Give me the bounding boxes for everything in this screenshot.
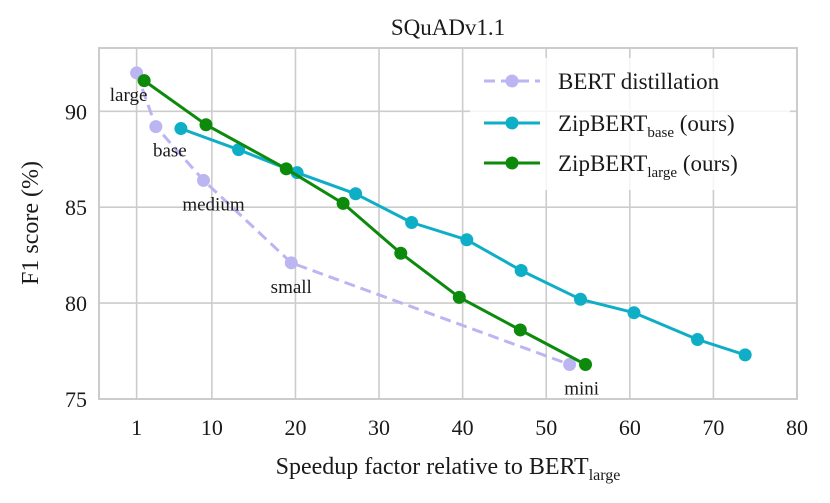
legend-label-zipbert-base-tail: (ours)	[674, 111, 735, 136]
legend: BERT distillation ZipBERTbase (ours) Zip…	[470, 58, 790, 190]
point-label-large: large	[110, 85, 148, 106]
data-point-bert-distillation	[196, 173, 210, 187]
data-point-zipbert-base-ours	[349, 187, 363, 201]
x-tick-label: 20	[284, 415, 306, 440]
legend-label-bert-distillation: BERT distillation	[558, 69, 720, 94]
legend-label-zipbert-base: ZipBERTbase (ours)	[558, 111, 735, 141]
tick-labels: 1 10 20 30 40 50 60 70 80 75 80 85 90	[65, 99, 808, 440]
data-point-zipbert-base-ours	[405, 216, 419, 230]
series-bert-distillation	[130, 66, 577, 371]
legend-entry-bert-distillation: BERT distillation	[484, 69, 720, 94]
legend-marker-bert-distillation	[505, 74, 519, 88]
legend-label-bert-distillation-main: BERT distillation	[558, 69, 720, 94]
data-point-zipbert-base-ours	[738, 348, 752, 362]
data-point-zipbert-base-ours	[460, 233, 474, 247]
x-tick-label: 80	[786, 415, 808, 440]
series-group	[130, 66, 752, 371]
x-tick-label: 40	[452, 415, 474, 440]
data-point-bert-distillation	[284, 256, 298, 270]
x-axis-label: Speedup factor relative to BERTlarge	[276, 454, 621, 484]
x-tick-label: 50	[535, 415, 557, 440]
point-label-medium: medium	[182, 194, 244, 215]
y-tick-label: 85	[65, 195, 87, 220]
x-tick-label: 30	[368, 415, 390, 440]
data-point-zipbert-base-ours	[691, 333, 705, 347]
y-tick-label: 90	[65, 99, 87, 124]
y-axis-label: F1 score (%)	[18, 161, 44, 285]
x-tick-label: 10	[201, 415, 223, 440]
data-point-zipbert-large-ours	[336, 196, 350, 210]
legend-label-zipbert-base-sub: base	[647, 125, 674, 141]
y-tick-label: 80	[65, 291, 87, 316]
plot-frame	[98, 47, 798, 400]
x-tick-label: 1	[131, 415, 142, 440]
data-point-zipbert-large-ours	[199, 118, 213, 132]
legend-label-zipbert-large-tail: (ours)	[677, 151, 738, 176]
x-axis-label-sub: large	[589, 467, 621, 484]
legend-entry-zipbert-base: ZipBERTbase (ours)	[484, 111, 735, 141]
legend-label-zipbert-base-main: ZipBERT	[558, 111, 647, 136]
chart-title: SQuADv1.1	[391, 15, 505, 40]
data-point-zipbert-large-ours	[579, 357, 593, 371]
point-labels: large base medium small mini	[110, 85, 599, 400]
data-point-zipbert-base-ours	[573, 292, 587, 306]
legend-marker-zipbert-large	[505, 156, 519, 170]
legend-box	[470, 58, 790, 190]
data-point-zipbert-base-ours	[627, 306, 641, 320]
x-axis-label-main: Speedup factor relative to BERT	[276, 454, 589, 480]
point-label-mini: mini	[564, 378, 599, 399]
data-point-zipbert-base-ours	[232, 143, 246, 157]
data-point-bert-distillation	[149, 120, 163, 134]
legend-label-zipbert-large: ZipBERTlarge (ours)	[558, 151, 738, 181]
series-zipbert-large-ours	[137, 74, 593, 371]
data-point-zipbert-base-ours	[174, 122, 188, 136]
data-point-zipbert-large-ours	[137, 74, 151, 88]
point-label-base: base	[153, 141, 187, 162]
legend-marker-zipbert-base	[505, 116, 519, 130]
legend-label-zipbert-large-sub: large	[647, 165, 677, 181]
series-line-zipbert-large-ours	[143, 79, 587, 366]
legend-label-zipbert-large-main: ZipBERT	[558, 151, 647, 176]
y-tick-label: 75	[65, 387, 87, 412]
data-point-zipbert-large-ours	[513, 323, 527, 337]
data-point-zipbert-base-ours	[514, 263, 528, 277]
data-point-zipbert-large-ours	[394, 246, 408, 260]
data-point-zipbert-large-ours	[452, 290, 466, 304]
data-point-bert-distillation	[563, 357, 577, 371]
legend-entry-zipbert-large: ZipBERTlarge (ours)	[484, 151, 738, 181]
point-label-small: small	[271, 277, 312, 298]
x-tick-label: 60	[619, 415, 641, 440]
data-point-zipbert-large-ours	[279, 162, 293, 176]
x-tick-label: 70	[702, 415, 724, 440]
